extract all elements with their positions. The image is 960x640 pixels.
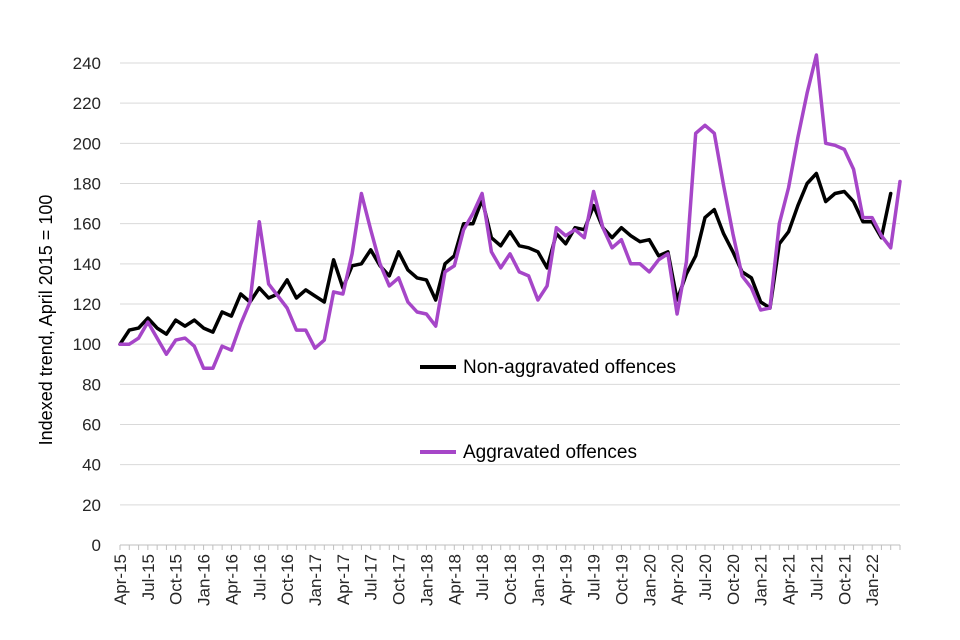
x-tick-label: Jan-21 <box>752 554 771 606</box>
x-tick-label: Oct-17 <box>390 554 409 605</box>
y-tick-label: 100 <box>73 335 101 354</box>
y-tick-label: 20 <box>82 496 101 515</box>
gridlines <box>120 62 900 506</box>
legend: Non-aggravated offences Aggravated offen… <box>420 357 676 463</box>
x-tick-label: Jan-20 <box>640 554 659 606</box>
y-tick-label: 140 <box>73 255 101 274</box>
x-tick-label: Oct-15 <box>167 554 186 605</box>
x-tick-label: Jul-16 <box>250 554 269 600</box>
series-line-aggravated <box>118 53 902 371</box>
x-tick-label: Apr-20 <box>668 554 687 605</box>
x-tick-label: Jan-19 <box>529 554 548 606</box>
x-tick-label: Jan-18 <box>417 554 436 606</box>
x-tick-label: Jul-19 <box>585 554 604 600</box>
x-tick-label: Jan-16 <box>195 554 214 606</box>
x-tick-label: Apr-16 <box>222 554 241 605</box>
x-tick-label: Oct-18 <box>501 554 520 605</box>
y-tick-label: 180 <box>73 175 101 194</box>
legend-label-non-aggravated: Non-aggravated offences <box>463 357 676 378</box>
x-tick-label: Apr-17 <box>334 554 353 605</box>
y-tick-label: 120 <box>73 295 101 314</box>
x-tick-label: Jan-17 <box>306 554 325 606</box>
x-tick-label: Oct-16 <box>278 554 297 605</box>
x-tick-label: Apr-18 <box>445 554 464 605</box>
x-tick-label: Oct-20 <box>724 554 743 605</box>
x-tick-label: Apr-21 <box>780 554 799 605</box>
x-tick-label: Jul-17 <box>362 554 381 600</box>
x-tick-label: Jul-20 <box>696 554 715 600</box>
x-tick-label: Jan-22 <box>863 554 882 606</box>
y-tick-label: 160 <box>73 215 101 234</box>
y-tick-label: 240 <box>73 54 101 73</box>
x-tick-label: Jul-15 <box>139 554 158 600</box>
x-tick-label: Oct-21 <box>835 554 854 605</box>
y-tick-label: 80 <box>82 375 101 394</box>
x-tick-label: Apr-15 <box>111 554 130 605</box>
y-tick-label: 40 <box>82 456 101 475</box>
y-tick-labels: 0 20 40 60 80 100 120 140 160 180 200 220 240 <box>73 54 101 555</box>
x-tick-label: Oct-19 <box>612 554 631 605</box>
y-tick-label: 200 <box>73 134 101 153</box>
x-axis: Apr-15 Jul-15 Oct-15 Jan-16 Apr-16 Jul-16 Oct-… <box>111 544 901 606</box>
x-tick-label: Jul-21 <box>807 554 826 600</box>
y-tick-label: 60 <box>82 416 101 435</box>
legend-label-aggravated: Aggravated offences <box>463 442 637 463</box>
x-tick-label: Jul-18 <box>473 554 492 600</box>
x-tick-label: Apr-19 <box>557 554 576 605</box>
series-lines <box>118 53 902 371</box>
y-axis-title: Indexed trend, April 2015 = 100 <box>36 195 56 446</box>
y-tick-label: 220 <box>73 94 101 113</box>
y-tick-label: 0 <box>92 536 101 555</box>
